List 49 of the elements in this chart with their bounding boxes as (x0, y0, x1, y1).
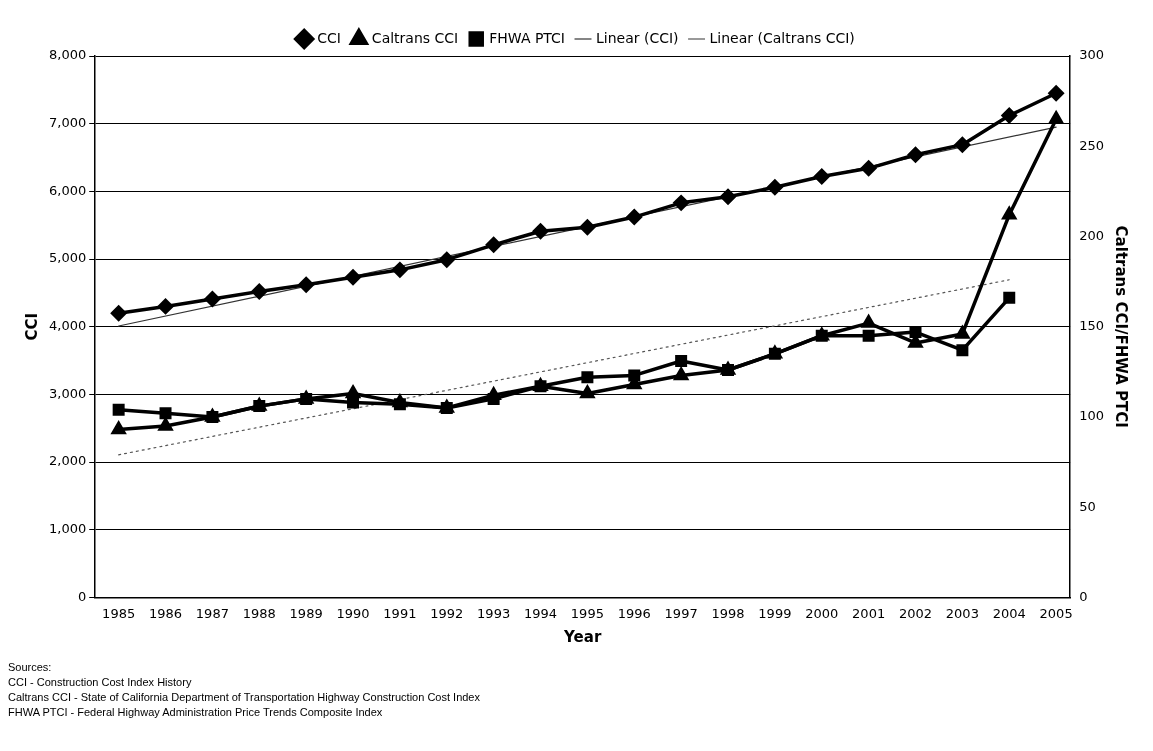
text: Caltrans CCI - State of California Department of Transportation Highway Construction Cost Index (8, 690, 480, 705)
source-note: Sources: (8, 660, 53, 675)
x-tick-label: 1991 (383, 605, 417, 621)
x-tick-label: 1985 (102, 605, 136, 621)
x-tick-label: 1993 (477, 605, 511, 621)
x-tick-label: 1992 (430, 605, 464, 621)
legend-label: Linear (Caltrans CCI) (709, 29, 855, 46)
x-tick-label: 1998 (711, 605, 745, 621)
y-tick-label: 1,000 (49, 521, 87, 537)
x-tick-label: 1987 (195, 605, 229, 621)
y2-tick-label: 150 (1079, 318, 1105, 334)
y2-tick-label: 200 (1079, 227, 1105, 243)
x-tick-label: 1996 (617, 605, 651, 621)
x-tick-label: 1994 (523, 605, 558, 621)
y-tick-label: 4,000 (49, 318, 87, 334)
legend-label: Caltrans CCI (371, 29, 459, 46)
x-tick-label: 2004 (992, 605, 1026, 621)
y-tick-label: 6,000 (49, 182, 87, 198)
x-tick-label: 1988 (242, 605, 276, 621)
y2-tick-label: 100 (1079, 408, 1105, 424)
text: CCI - Construction Cost Index History (8, 675, 193, 690)
y2-tick-label: 300 (1079, 47, 1105, 63)
x-tick-label: 2005 (1039, 605, 1073, 621)
y-tick-label: 2,000 (49, 453, 87, 469)
x-tick-label: 1990 (336, 605, 370, 621)
y2-axis-title: Caltrans CCI/FHWA PTCI (1112, 225, 1131, 428)
y-tick-label: 3,000 (49, 385, 87, 401)
x-tick-label: 2000 (805, 605, 839, 621)
x-tick-label: 1989 (289, 605, 323, 621)
x-tick-label: 1999 (758, 605, 792, 621)
y-tick-label: 0 (77, 588, 87, 604)
y-tick-label: 8,000 (49, 47, 87, 63)
y-tick-label: 7,000 (49, 115, 87, 131)
x-tick-label: 1997 (664, 605, 698, 621)
x-tick-label: 1995 (570, 605, 604, 621)
x-tick-label: 2001 (852, 605, 886, 621)
y-axis-title: CCI (22, 312, 41, 341)
y2-tick-label: 250 (1079, 137, 1105, 153)
x-tick-label: 2002 (898, 605, 933, 621)
legend-label: CCI (317, 29, 341, 46)
x-tick-label: 1986 (148, 605, 183, 621)
y2-tick-label: 0 (1079, 588, 1088, 604)
x-tick-label: 2003 (945, 605, 979, 621)
legend-label: Linear (CCI) (596, 29, 679, 46)
y-tick-label: 5,000 (49, 250, 87, 266)
x-axis-title: Year (563, 627, 602, 646)
legend-label: FHWA PTCI (489, 29, 565, 46)
y2-tick-label: 50 (1079, 498, 1096, 514)
text: FHWA PTCI - Federal Highway Administration Price Trends Composite Index (8, 705, 384, 720)
